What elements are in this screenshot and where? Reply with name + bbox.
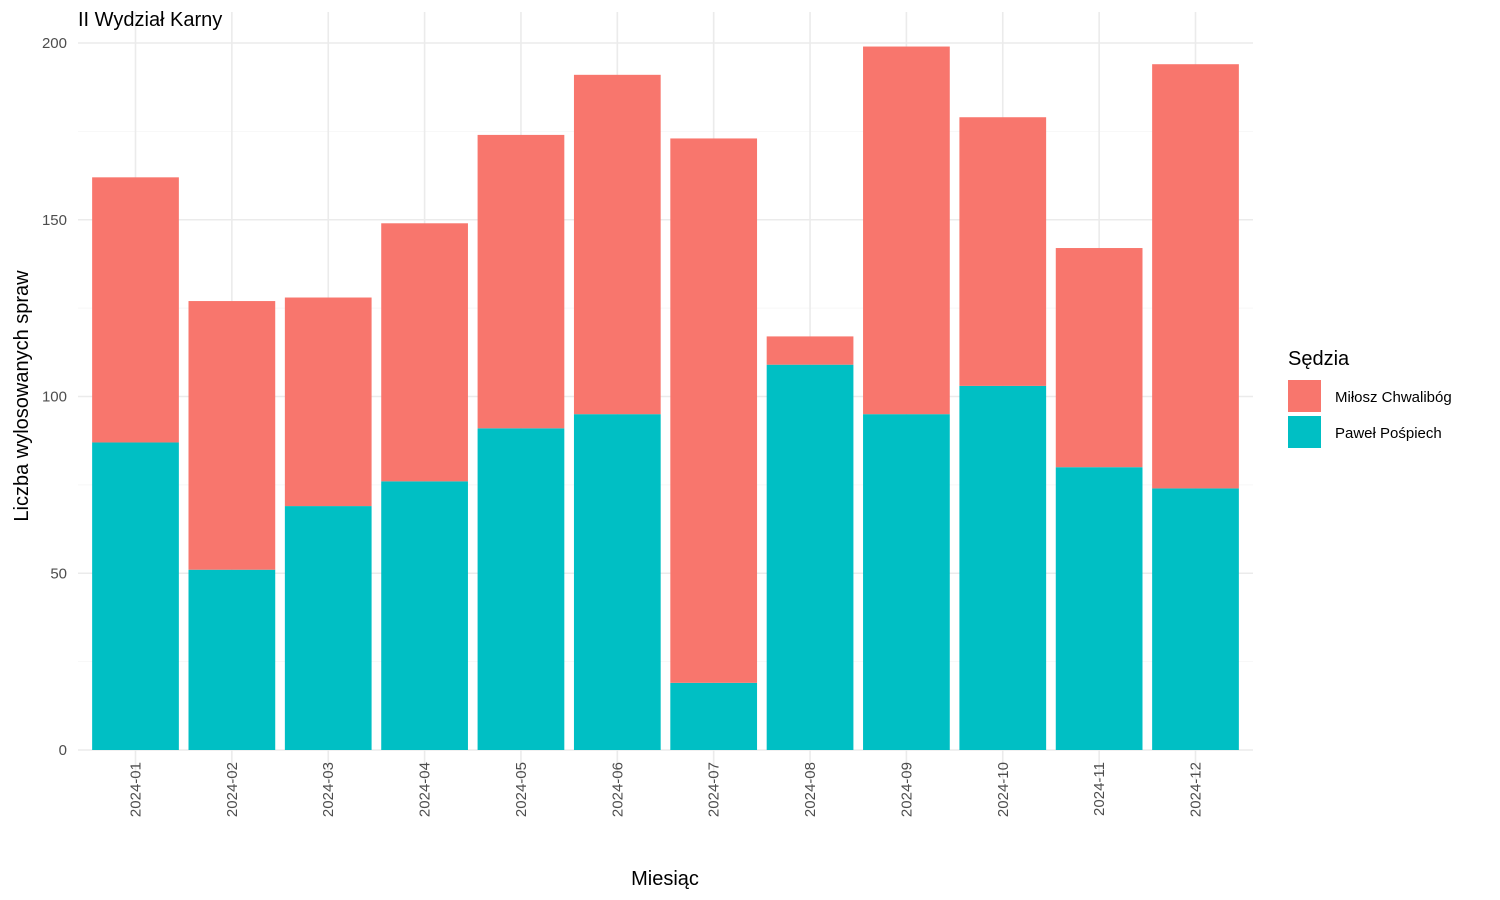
x-tick-label: 2024-06: [609, 762, 626, 817]
bar-chwalibog-2024-12: [1152, 64, 1239, 489]
bar-pospiech-2024-05: [477, 428, 565, 750]
bar-chwalibog-2024-09: [863, 46, 950, 415]
bar-chwalibog-2024-04: [381, 223, 468, 482]
legend: Sędzia Miłosz Chwalibóg Paweł Pośpiech: [1288, 348, 1452, 448]
x-axis-ticks: 2024-01 2024-02 2024-03 2024-04 2024-05 2024-…: [128, 762, 1205, 817]
bar-pospiech-2024-01: [92, 442, 179, 750]
bar-chwalibog-2024-02: [188, 301, 276, 570]
x-tick-label: 2024-10: [995, 762, 1012, 817]
legend-items: Miłosz Chwalibóg Paweł Pośpiech: [1288, 380, 1452, 448]
bar-pospiech-2024-10: [959, 385, 1047, 750]
y-axis-title: Liczba wylosowanych spraw: [11, 270, 33, 522]
bar-chwalibog-2024-07: [670, 138, 758, 683]
chart-title: II Wydział Karny: [78, 9, 222, 31]
legend-key: [1288, 416, 1321, 448]
bar-pospiech-2024-11: [1055, 467, 1143, 750]
x-tick-label: 2024-02: [224, 762, 241, 817]
bar-chwalibog-2024-10: [959, 117, 1047, 386]
x-tick-label: 2024-12: [1188, 762, 1205, 817]
bar-pospiech-2024-03: [284, 506, 372, 750]
x-tick-label: 2024-03: [320, 762, 337, 817]
x-tick-label: 2024-08: [802, 762, 819, 817]
y-tick-label: 100: [42, 389, 67, 406]
bar-chwalibog-2024-11: [1055, 248, 1143, 468]
bar-chwalibog-2024-03: [284, 297, 372, 507]
bar-pospiech-2024-04: [381, 481, 468, 750]
bar-pospiech-2024-12: [1152, 488, 1239, 750]
bar-pospiech-2024-02: [188, 569, 276, 750]
y-tick-label: 0: [59, 742, 67, 759]
bar-pospiech-2024-07: [670, 682, 758, 750]
y-axis-ticks: 0 50 100 150 200: [42, 35, 67, 759]
bar-chwalibog-2024-01: [92, 177, 179, 443]
x-tick-label: 2024-01: [128, 762, 145, 817]
bar-chwalibog-2024-06: [573, 74, 661, 415]
bar-pospiech-2024-08: [766, 364, 854, 750]
x-tick-label: 2024-04: [417, 762, 434, 817]
x-axis-title: Miesiąc: [631, 868, 699, 890]
legend-label: Paweł Pośpiech: [1335, 425, 1442, 442]
x-tick-label: 2024-07: [706, 762, 723, 817]
bar-chwalibog-2024-08: [766, 336, 854, 365]
legend-label: Miłosz Chwalibóg: [1335, 389, 1452, 406]
bar-pospiech-2024-09: [863, 414, 950, 750]
x-tick-label: 2024-05: [513, 762, 530, 817]
x-tick-label: 2024-11: [1091, 762, 1108, 816]
legend-title: Sędzia: [1288, 348, 1350, 370]
x-tick-label: 2024-09: [898, 762, 915, 817]
legend-key: [1288, 380, 1321, 412]
y-tick-label: 50: [50, 565, 67, 582]
y-tick-label: 150: [42, 212, 67, 229]
bar-chwalibog-2024-05: [477, 134, 565, 429]
bar-pospiech-2024-06: [573, 414, 661, 750]
bars: [92, 46, 1239, 750]
y-tick-label: 200: [42, 35, 67, 52]
